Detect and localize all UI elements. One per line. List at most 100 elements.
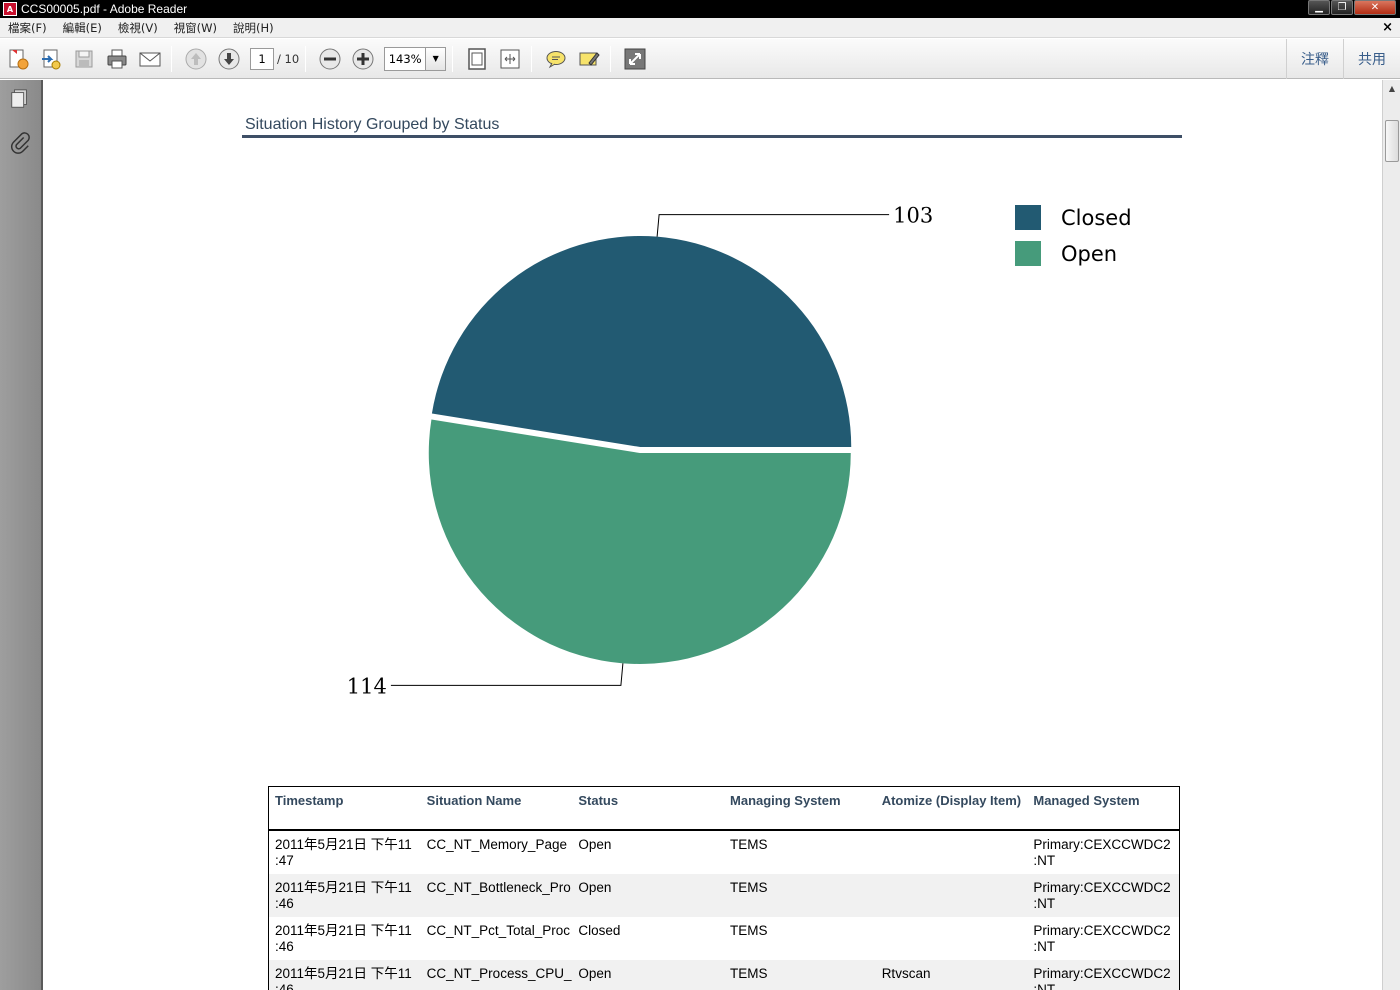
fit-width-button[interactable] bbox=[495, 44, 525, 74]
table-cell bbox=[876, 917, 1028, 960]
navigation-pane bbox=[0, 80, 43, 990]
minimize-button[interactable]: ▁ bbox=[1308, 0, 1330, 15]
menu-view[interactable]: 檢視(V) bbox=[117, 20, 158, 35]
header-atomize: Atomize (Display Item) bbox=[881, 793, 1022, 808]
header-timestamp: Timestamp bbox=[275, 793, 344, 808]
legend-swatch-open bbox=[1015, 241, 1041, 266]
create-pdf-icon bbox=[9, 49, 29, 69]
pie-slice-open bbox=[428, 419, 851, 664]
chevron-down-icon[interactable]: ▼ bbox=[425, 47, 446, 70]
document-page: Situation History Grouped by Status 103 1… bbox=[45, 80, 1382, 990]
menu-help[interactable]: 說明(H) bbox=[233, 20, 274, 35]
table-row: 2011年5月21日 下午11:46 CC_NT_Process_CPU_ Open… bbox=[269, 960, 1179, 990]
table-body: 2011年5月21日 下午11:47 CC_NT_Memory_Page Open T… bbox=[269, 831, 1179, 990]
fit-page-icon bbox=[468, 47, 486, 70]
save-button[interactable] bbox=[69, 44, 99, 74]
next-page-button[interactable] bbox=[214, 44, 244, 74]
data-label: 103 bbox=[893, 204, 933, 228]
print-icon bbox=[107, 49, 127, 68]
table-cell bbox=[876, 874, 1028, 917]
toolbar-right: 注釋 共用 bbox=[1286, 39, 1400, 79]
title-bar: A CCS00005.pdf - Adobe Reader ▁ ❐ ✕ bbox=[0, 0, 1400, 18]
zoom-out-button[interactable] bbox=[315, 44, 345, 74]
full-screen-button[interactable] bbox=[620, 44, 650, 74]
title-divider bbox=[242, 135, 1182, 138]
table-cell: 2011年5月21日 下午11:46 bbox=[275, 966, 412, 990]
highlight-button[interactable] bbox=[574, 44, 604, 74]
header-situation-name: Situation Name bbox=[426, 793, 522, 808]
toolbar-separator bbox=[452, 45, 454, 72]
table-cell: CC_NT_Memory_Page bbox=[426, 837, 567, 852]
fit-page-button[interactable] bbox=[462, 44, 492, 74]
open-file-icon bbox=[42, 49, 61, 69]
table-row: 2011年5月21日 下午11:46 CC_NT_Bottleneck_Pro Op… bbox=[269, 874, 1179, 917]
table-cell: Primary:CEXCCWDC2:NT bbox=[1033, 966, 1171, 990]
toolbar-separator bbox=[171, 45, 172, 72]
menu-bar: 檔案(F) 編輯(E) 檢視(V) 視窗(W) 說明(H) × bbox=[0, 18, 1400, 38]
scrollbar-thumb[interactable] bbox=[1385, 120, 1399, 162]
table-cell: TEMS bbox=[730, 923, 768, 938]
leader-line bbox=[390, 663, 624, 686]
pages-icon bbox=[11, 89, 27, 108]
table-cell: Primary:CEXCCWDC2:NT bbox=[1033, 837, 1171, 868]
restore-button[interactable]: ❐ bbox=[1331, 0, 1353, 15]
table-cell: Open bbox=[578, 837, 612, 852]
pie-chart: 103 114 Closed Open bbox=[347, 204, 1132, 699]
table-cell: CC_NT_Process_CPU_ bbox=[426, 966, 572, 981]
comment-button[interactable] bbox=[541, 44, 571, 74]
zoom-value: 143% bbox=[385, 47, 426, 70]
minus-icon bbox=[319, 48, 341, 69]
table-cell: Primary:CEXCCWDC2:NT bbox=[1033, 923, 1171, 954]
header-status: Status bbox=[578, 793, 619, 808]
scroll-up-arrow-icon[interactable]: ▲ bbox=[1388, 83, 1396, 93]
arrow-up-icon bbox=[185, 48, 207, 69]
previous-page-button[interactable] bbox=[181, 44, 211, 74]
header-managing-system: Managing System bbox=[730, 793, 841, 808]
report-title: Situation History Grouped by Status bbox=[245, 116, 500, 133]
comment-bubble-icon bbox=[546, 50, 566, 68]
highlighter-icon bbox=[579, 51, 600, 66]
table-cell: CC_NT_Pct_Total_Proc bbox=[426, 923, 570, 938]
pages-panel-button[interactable] bbox=[7, 86, 33, 112]
table-cell: Open bbox=[578, 966, 612, 981]
zoom-in-button[interactable] bbox=[348, 44, 378, 74]
header-managed-system: Managed System bbox=[1033, 793, 1140, 808]
menu-edit[interactable]: 編輯(E) bbox=[62, 20, 102, 35]
adobe-reader-icon: A bbox=[3, 2, 17, 16]
page-number-input[interactable]: 1 bbox=[250, 47, 274, 70]
leader-line bbox=[656, 214, 890, 237]
table-cell: Rtvscan bbox=[881, 966, 931, 981]
window-controls: ▁ ❐ ✕ bbox=[1308, 0, 1396, 15]
print-button[interactable] bbox=[102, 44, 132, 74]
table-cell: 2011年5月21日 下午11:46 bbox=[275, 923, 412, 954]
comment-panel-button[interactable]: 注釋 bbox=[1286, 39, 1343, 79]
table-cell: CC_NT_Bottleneck_Pro bbox=[426, 880, 571, 895]
paperclip-icon bbox=[11, 132, 30, 154]
data-label: 114 bbox=[347, 674, 387, 698]
table-header: Timestamp Situation Name Status Managing… bbox=[269, 787, 1179, 831]
arrow-down-icon bbox=[218, 48, 240, 69]
envelope-icon bbox=[139, 52, 161, 66]
zoom-select[interactable]: 143% ▼ bbox=[384, 46, 447, 71]
attachments-panel-button[interactable] bbox=[7, 130, 33, 156]
share-panel-button[interactable]: 共用 bbox=[1343, 39, 1400, 79]
toolbar-separator bbox=[610, 45, 612, 72]
menu-file[interactable]: 檔案(F) bbox=[8, 20, 47, 35]
table-cell bbox=[876, 831, 1028, 874]
table-cell: TEMS bbox=[730, 966, 768, 981]
save-icon bbox=[75, 50, 93, 67]
toolbar-separator bbox=[305, 45, 307, 72]
email-button[interactable] bbox=[135, 44, 165, 74]
vertical-scrollbar[interactable]: ▲ bbox=[1382, 80, 1400, 990]
table-cell: Primary:CEXCCWDC2:NT bbox=[1033, 880, 1171, 911]
plus-icon bbox=[352, 48, 374, 69]
table-row: 2011年5月21日 下午11:46 CC_NT_Pct_Total_Proc Cl… bbox=[269, 917, 1179, 960]
legend-label-closed: Closed bbox=[1061, 206, 1132, 230]
table-cell: Open bbox=[578, 880, 612, 895]
create-pdf-button[interactable] bbox=[3, 44, 33, 74]
menu-window[interactable]: 視窗(W) bbox=[173, 20, 218, 35]
toolbar: 1 / 10 143% ▼ 注釋 共用 bbox=[0, 39, 1400, 79]
close-document-button[interactable]: × bbox=[1382, 20, 1393, 35]
close-window-button[interactable]: ✕ bbox=[1354, 0, 1396, 15]
open-button[interactable] bbox=[36, 44, 66, 74]
